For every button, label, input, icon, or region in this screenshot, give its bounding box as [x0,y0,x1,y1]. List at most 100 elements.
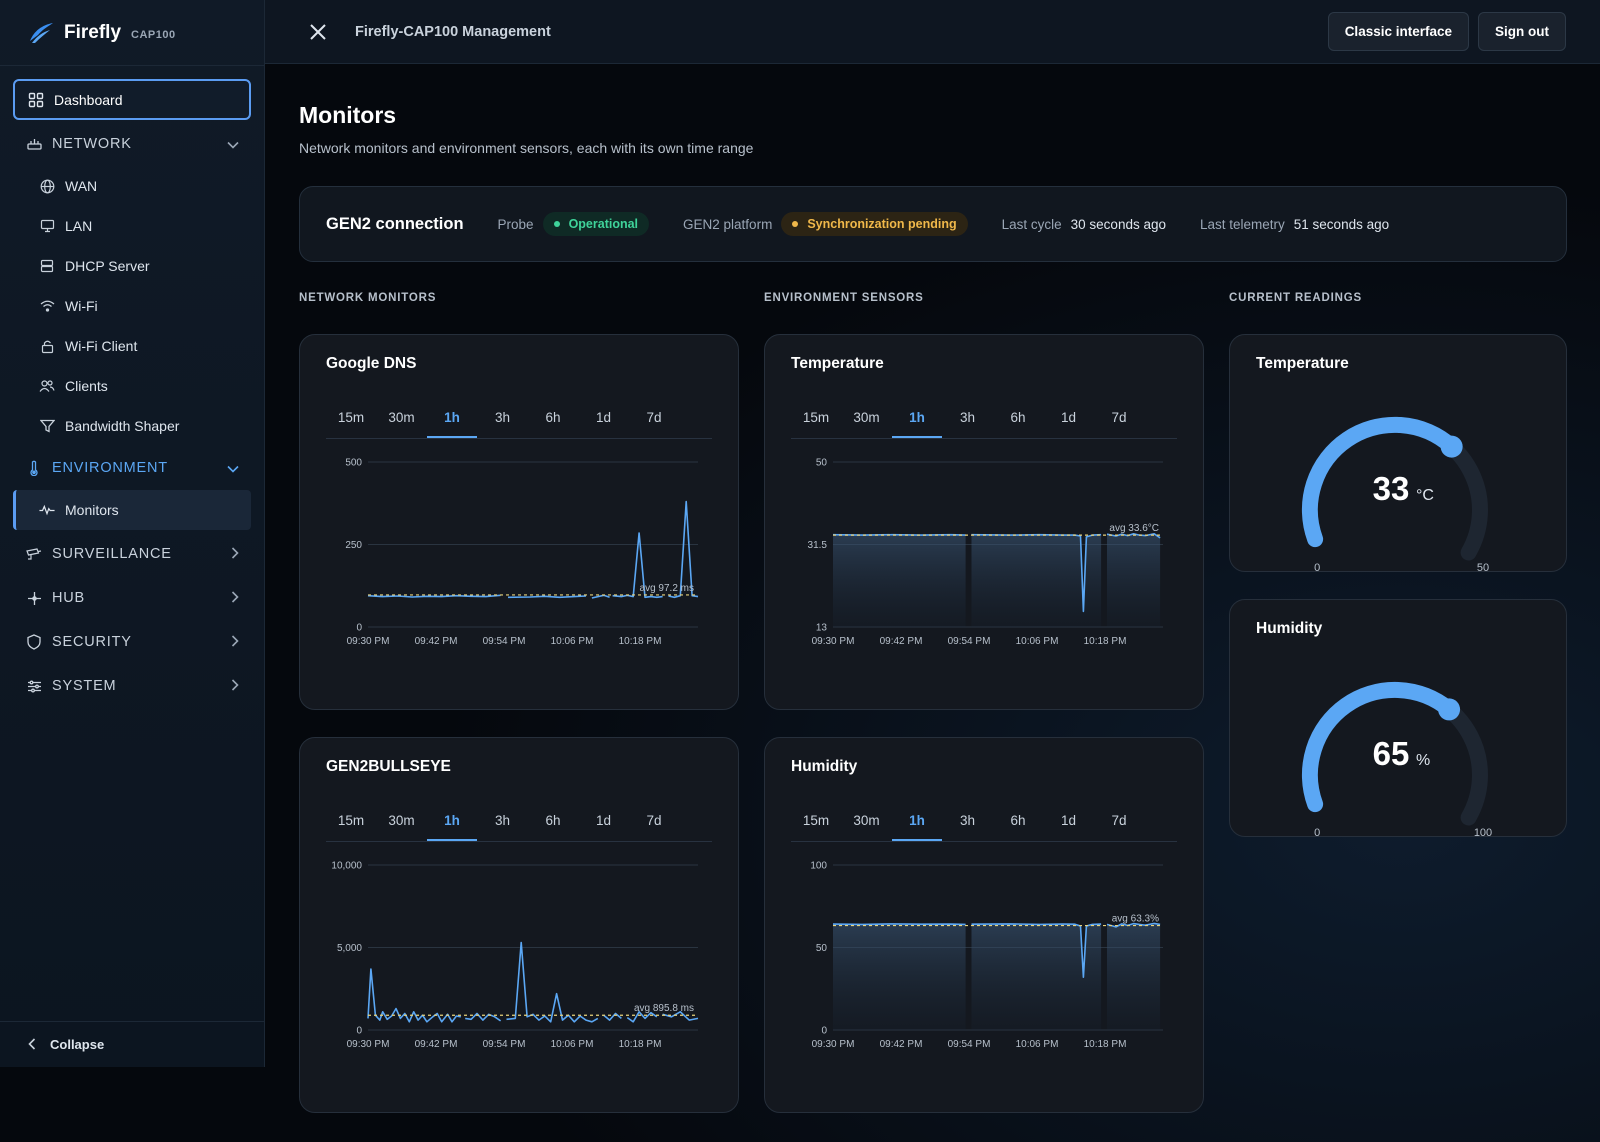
collapse-label: Collapse [50,1037,105,1052]
y-tick-label: 100 [810,861,827,872]
chevron-right-icon [231,634,239,650]
brand[interactable]: Firefly CAP100 [0,0,264,66]
range-tab-3h[interactable]: 3h [494,813,511,828]
card-title: Temperature [791,355,884,372]
y-tick-label: 5,000 [337,943,362,954]
series-line [367,594,501,598]
y-tick-label: 250 [345,540,362,551]
average-label: avg 895.8 ms [634,1003,694,1014]
range-tab-15m[interactable]: 15m [802,813,830,828]
sidebar-item-wifi-client[interactable]: Wi-Fi Client [13,326,251,366]
series-line [603,1012,622,1021]
google-dns-chart: 500 250 0 09:30 PM 09:42 PM 09:54 PM 10:06 PM 1… [345,458,699,647]
sidebar-item-wifi[interactable]: Wi-Fi [13,286,251,326]
sign-out-button[interactable]: Sign out [1478,12,1566,51]
series-line [591,594,610,599]
card-title: Humidity [791,758,858,775]
monitor-icon [39,219,55,233]
time-range-tabs: 15m 30m 1h 3h 6h 1d 7d [326,800,712,842]
y-tick-label: 10,000 [331,861,362,872]
sidebar-item-clients[interactable]: Clients [13,366,251,406]
gauge-value: 33 [1373,470,1410,507]
range-tab-30m[interactable]: 30m [853,410,880,425]
range-tab-30m[interactable]: 30m [388,410,415,425]
series-area [1107,923,1161,1030]
sidebar-item-label: Dashboard [54,91,123,108]
range-tab-7d[interactable]: 7d [646,410,662,425]
range-tab-1h[interactable]: 1h [892,800,942,841]
sidebar-item-monitors[interactable]: Monitors [13,490,251,530]
lock-icon [39,339,55,354]
range-tab-1d[interactable]: 1d [1060,410,1077,425]
y-tick-label: 0 [356,1026,362,1037]
x-tick-label: 09:42 PM [415,636,458,647]
range-tab-1h[interactable]: 1h [427,800,477,841]
temperature-chart: 50 31.5 13 09:30 PM 09:42 PM 09:54 PM 10:06 PM… [808,458,1163,647]
range-tab-7d[interactable]: 7d [1111,410,1127,425]
y-tick-label: 50 [816,943,828,954]
humidity-chart: 100 50 0 09:30 PM 09:42 PM 09:54 PM 10:06 PM 10… [810,861,1163,1050]
sidebar-group-hub[interactable]: HUB [13,576,251,620]
range-tab-1d[interactable]: 1d [595,410,612,425]
sidebar-item-label: Clients [65,378,108,394]
range-tab-15m[interactable]: 15m [337,813,365,828]
range-tab-30m[interactable]: 30m [853,813,880,828]
sidebar-group-environment[interactable]: ENVIRONMENT [13,446,251,490]
sliders-icon [26,680,42,693]
range-tab-15m[interactable]: 15m [802,410,830,425]
range-tab-7d[interactable]: 7d [1111,813,1127,828]
brand-model: CAP100 [131,28,176,41]
sidebar-group-label: SURVEILLANCE [52,546,172,562]
sidebar-item-lan[interactable]: LAN [13,206,251,246]
sidebar-group-network[interactable]: NETWORK [13,122,251,166]
sidebar-group-surveillance[interactable]: SURVEILLANCE [13,532,251,576]
activity-pulse-icon [39,504,55,516]
range-tab-6h[interactable]: 6h [1010,410,1026,425]
last-telemetry-label: Last telemetry [1199,216,1285,232]
main-content: Monitors Network monitors and environmen… [265,64,1600,1142]
sidebar-item-label: LAN [65,218,93,234]
sidebar-item-dhcp-server[interactable]: DHCP Server [13,246,251,286]
range-tab-3h[interactable]: 3h [959,813,976,828]
range-tab-1h[interactable]: 1h [427,397,477,438]
range-tab-3h[interactable]: 3h [494,410,511,425]
average-label: avg 63.3% [1112,914,1159,925]
sidebar-item-bandwidth-shaper[interactable]: Bandwidth Shaper [13,406,251,446]
series-area [833,534,966,627]
classic-interface-button[interactable]: Classic interface [1327,12,1469,51]
range-tab-7d[interactable]: 7d [646,813,662,828]
brand-name: Firefly [64,21,122,43]
series-line [367,968,461,1023]
range-tab-6h[interactable]: 6h [545,813,561,828]
sidebar-group-security[interactable]: SECURITY [13,620,251,664]
range-tab-6h[interactable]: 6h [545,410,561,425]
range-tab-1d[interactable]: 1d [595,813,612,828]
collapse-sidebar-button[interactable]: Collapse [0,1021,265,1067]
sidebar-item-wan[interactable]: WAN [13,166,251,206]
close-icon[interactable] [309,23,327,41]
range-tab-1d[interactable]: 1d [1060,813,1077,828]
users-icon [39,379,55,393]
sidebar-item-dashboard[interactable]: Dashboard [13,79,251,120]
range-tab-30m[interactable]: 30m [388,813,415,828]
sidebar-item-label: DHCP Server [65,258,150,274]
sidebar-group-label: ENVIRONMENT [52,460,168,476]
x-tick-label: 09:54 PM [483,1039,526,1050]
platform-status-text: Synchronization pending [807,217,957,231]
series-line [465,1012,502,1022]
y-tick-label: 500 [345,458,362,469]
sidebar-group-system[interactable]: SYSTEM [13,664,251,708]
y-tick-label: 13 [816,623,828,634]
page-subtitle: Network monitors and environment sensors… [299,140,754,156]
sidebar-item-label: Bandwidth Shaper [65,418,180,434]
range-tab-15m[interactable]: 15m [337,410,365,425]
series-area [1107,533,1161,627]
last-cycle-label: Last cycle [1001,216,1062,232]
sidebar-item-label: Wi-Fi Client [65,338,138,354]
gauge-min-label: 0 [1314,562,1320,573]
range-tab-1h[interactable]: 1h [892,397,942,438]
range-tab-6h[interactable]: 6h [1010,813,1026,828]
current-readings-heading: CURRENT READINGS [1229,292,1362,304]
network-monitors-heading: NETWORK MONITORS [299,292,437,304]
range-tab-3h[interactable]: 3h [959,410,976,425]
